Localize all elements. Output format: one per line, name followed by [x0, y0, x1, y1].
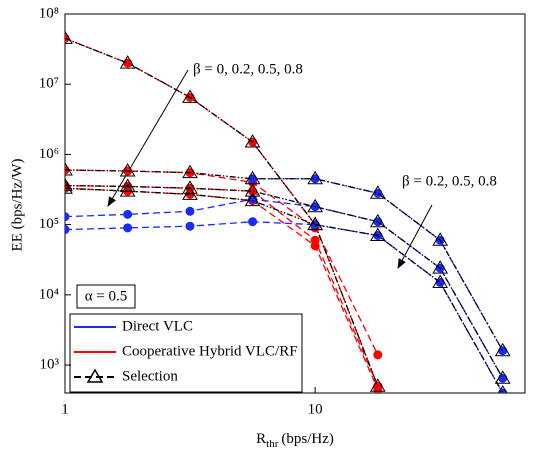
- x-axis-label-sub: thr: [266, 438, 279, 450]
- point: [119, 163, 136, 177]
- legend-label: Selection: [122, 368, 178, 384]
- y-tick-label: 10⁶: [39, 146, 59, 162]
- legend-label: Cooperative Hybrid VLC/RF: [122, 343, 298, 359]
- point: [185, 221, 195, 231]
- point: [86, 368, 104, 383]
- point: [498, 385, 508, 393]
- x-axis-label-unit: (bps/Hz): [281, 431, 334, 447]
- point: [369, 227, 386, 242]
- point: [307, 216, 324, 231]
- point: [307, 170, 324, 185]
- point: [182, 186, 198, 200]
- legend: Direct VLC Cooperative Hybrid VLC/RF Selec…: [69, 313, 303, 393]
- point: [65, 177, 73, 192]
- point: [119, 183, 136, 197]
- annotation: β = 0, 0.2, 0.5, 0.8: [193, 61, 303, 77]
- legend-label: Direct VLC: [122, 318, 193, 334]
- point: [123, 223, 133, 233]
- point: [123, 58, 133, 68]
- point: [373, 384, 383, 393]
- y-tick-label: 10³: [40, 356, 60, 372]
- point: [244, 183, 261, 197]
- point: [119, 55, 136, 69]
- series-line: [65, 184, 379, 387]
- series-line: [65, 198, 504, 379]
- annotation-arrow: [107, 69, 189, 207]
- point: [65, 180, 73, 194]
- point: [248, 217, 258, 227]
- point: [432, 260, 449, 274]
- point: [369, 378, 386, 392]
- annotation: β = 0.2, 0.5, 0.8: [402, 173, 497, 189]
- x-tick-label: 10: [308, 401, 323, 417]
- point: [65, 162, 73, 176]
- point: [65, 212, 70, 222]
- point: [373, 350, 383, 360]
- series-line: [65, 187, 379, 390]
- series-line: [65, 37, 379, 387]
- plot-frame: [64, 13, 526, 394]
- point: [494, 342, 511, 357]
- point: [65, 30, 73, 44]
- point: [369, 185, 386, 199]
- point: [310, 174, 320, 184]
- point: [185, 206, 195, 216]
- point: [244, 134, 261, 148]
- annotation-box: [76, 284, 136, 309]
- y-tick-label: 10⁴: [39, 286, 59, 302]
- series-line: [65, 169, 379, 356]
- point: [182, 89, 198, 103]
- y-axis-label: EE (bps/Hz/W): [9, 159, 25, 252]
- point: [65, 33, 70, 43]
- point: [310, 241, 320, 251]
- series-layer: [65, 30, 511, 393]
- point: [432, 274, 449, 288]
- annotation-arrow: [397, 204, 433, 269]
- x-axis-label: Rthr (bps/Hz): [256, 431, 334, 449]
- point: [307, 198, 324, 213]
- point: [182, 180, 198, 194]
- annotation: α = 0.5: [85, 288, 128, 304]
- point: [123, 209, 133, 219]
- y-tick-label: 10⁷: [39, 76, 59, 92]
- y-tick-label: 10⁵: [39, 216, 59, 232]
- point: [369, 213, 386, 228]
- point: [182, 164, 198, 179]
- point: [65, 225, 70, 235]
- point: [432, 232, 449, 246]
- point: [494, 370, 511, 384]
- point: [244, 192, 261, 207]
- y-tick-label: 10⁸: [39, 5, 59, 21]
- point: [498, 346, 508, 356]
- series-line: [65, 169, 504, 352]
- point: [498, 373, 508, 383]
- point: [498, 388, 508, 393]
- x-axis-label-main: R: [256, 431, 266, 447]
- series-line: [65, 187, 504, 393]
- x-tick-label: 1: [61, 401, 69, 417]
